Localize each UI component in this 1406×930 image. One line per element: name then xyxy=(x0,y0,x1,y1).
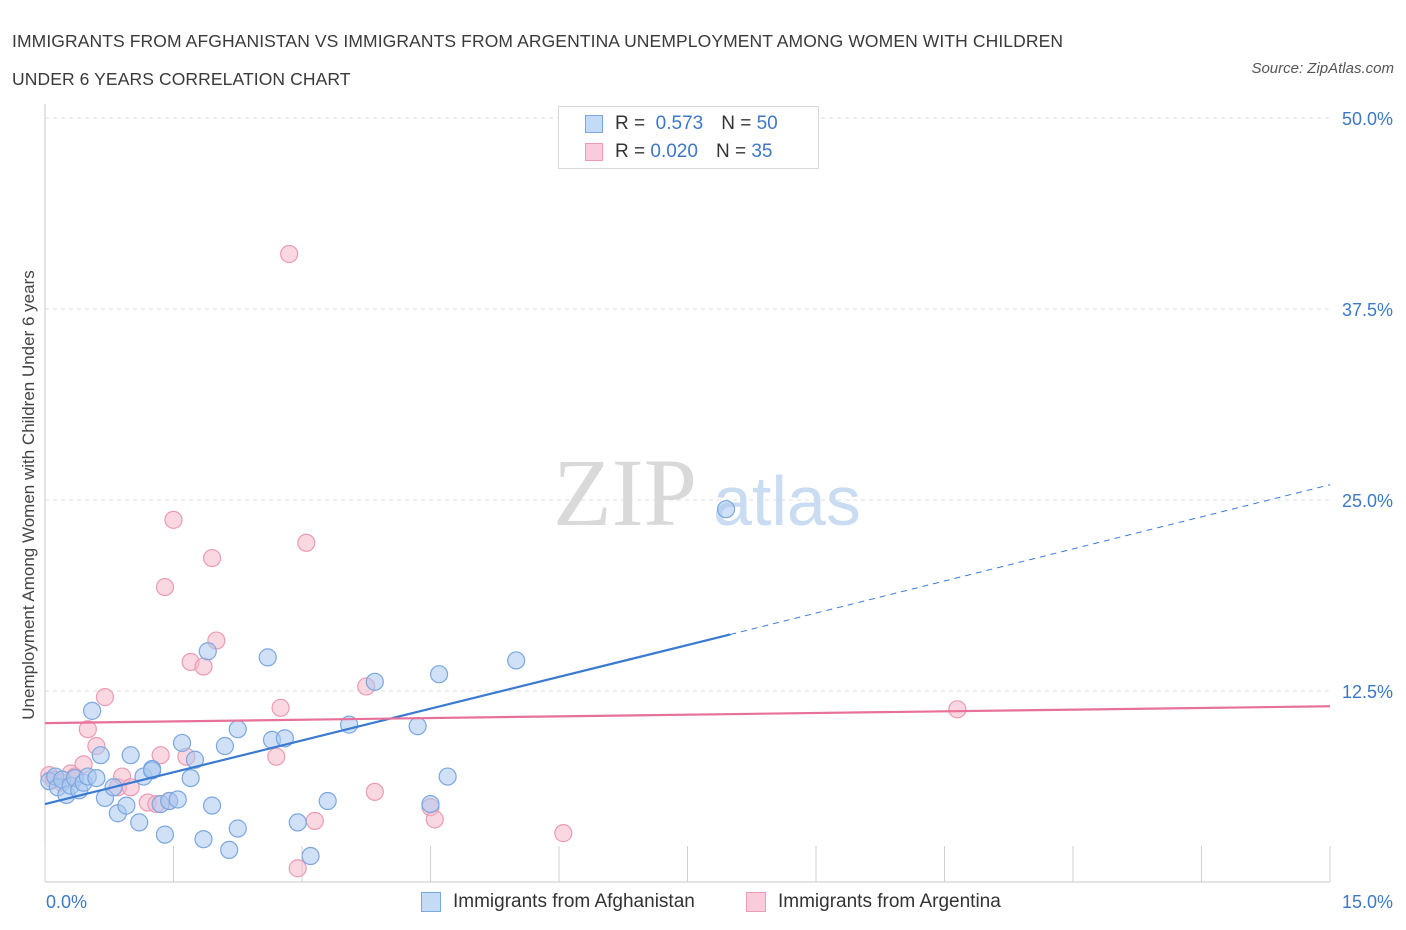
argentina-point xyxy=(95,688,115,707)
afghanistan-point xyxy=(288,813,307,832)
afghanistan-point xyxy=(142,761,162,780)
afghanistan-point xyxy=(185,750,205,769)
afghanistan-legend-label: Immigrants from Afghanistan xyxy=(453,891,695,912)
watermark-atlas: atlas xyxy=(713,462,861,540)
afghanistan-point xyxy=(168,790,187,809)
afghanistan-point xyxy=(198,642,217,661)
argentina-point xyxy=(554,824,573,843)
argentina-point xyxy=(280,244,299,264)
afghanistan-point xyxy=(228,720,247,739)
legend-row-afghanistan: R = 0.573 N = 50 xyxy=(585,111,778,137)
legend-row-argentina: R = 0.020 N = 35 xyxy=(585,139,772,165)
source-label: Source: ZipAtlas.com xyxy=(1251,60,1394,77)
argentina-point xyxy=(305,811,324,830)
afghanistan-point xyxy=(181,768,200,788)
argentina-point xyxy=(78,720,97,739)
argentina-point xyxy=(948,700,967,719)
argentina-legend-label: Immigrants from Argentina xyxy=(778,891,1001,912)
argentina-point xyxy=(271,698,290,717)
y-tick-label: 12.5% xyxy=(1342,682,1393,702)
legend-n-label: N = xyxy=(721,113,752,134)
argentina-point xyxy=(365,782,384,801)
chart-title: IMMIGRANTS FROM AFGHANISTAN VS IMMIGRANT… xyxy=(12,22,1192,98)
argentina-legend-swatch xyxy=(746,892,766,912)
afghanistan-point xyxy=(117,796,136,815)
afghanistan-legend-swatch xyxy=(421,892,441,912)
afghanistan-point xyxy=(220,840,239,860)
argentina-point xyxy=(297,533,316,552)
y-axis-label: Unemployment Among Women with Children U… xyxy=(19,270,38,719)
afghanistan-point xyxy=(83,701,102,720)
argentina-n-value: 35 xyxy=(751,141,773,162)
legend-r-label: R = xyxy=(615,141,646,162)
afghanistan-point xyxy=(215,736,234,756)
argentina-trend-line xyxy=(44,705,1331,725)
afghanistan-trend-extension xyxy=(730,484,1331,635)
afghanistan-n-value: 50 xyxy=(756,113,778,134)
afghanistan-point xyxy=(429,665,449,684)
afghanistan-point xyxy=(408,717,427,736)
y-tick-label: 37.5% xyxy=(1342,300,1393,320)
afghanistan-swatch xyxy=(585,115,603,133)
afghanistan-point xyxy=(438,767,457,786)
afghanistan-point xyxy=(121,746,140,765)
afghanistan-point xyxy=(318,791,337,811)
chart-title-line1: IMMIGRANTS FROM AFGHANISTAN VS IMMIGRANT… xyxy=(12,31,1064,51)
chart-title-line2: UNDER 6 YEARS CORRELATION CHART xyxy=(12,69,351,89)
bottom-legend-argentina[interactable]: Immigrants from Argentina xyxy=(746,888,1001,916)
argentina-r-value: 0.020 xyxy=(650,141,698,162)
argentina-point xyxy=(151,746,170,765)
afghanistan-point xyxy=(194,830,213,849)
argentina-swatch xyxy=(585,143,603,161)
argentina-point xyxy=(288,859,307,878)
bottom-legend-afghanistan[interactable]: Immigrants from Afghanistan xyxy=(421,888,695,916)
stats-legend: R = 0.573 N = 50 R = 0.020 N = 35 xyxy=(558,106,819,169)
argentina-point xyxy=(194,657,213,676)
afghanistan-point xyxy=(155,825,175,844)
x-tick-label: 0.0% xyxy=(46,892,87,912)
afghanistan-r-value: 0.573 xyxy=(655,113,704,134)
afghanistan-point xyxy=(365,672,384,691)
argentina-point xyxy=(164,510,183,529)
afghanistan-point xyxy=(301,846,320,866)
argentina-point xyxy=(425,810,444,829)
x-tick-label: 15.0% xyxy=(1342,892,1393,912)
afghanistan-point xyxy=(421,794,440,814)
argentina-point xyxy=(267,747,286,766)
afghanistan-point xyxy=(258,648,277,667)
afghanistan-point xyxy=(202,796,222,815)
afghanistan-point xyxy=(507,651,526,670)
y-tick-label: 50.0% xyxy=(1342,109,1393,129)
afghanistan-point xyxy=(228,819,247,838)
argentina-point xyxy=(202,548,222,568)
watermark-zip: ZIP xyxy=(553,439,697,546)
afghanistan-point xyxy=(87,768,106,788)
afghanistan-point xyxy=(716,500,736,519)
legend-r-label: R = xyxy=(615,113,646,134)
legend-n-label: N = xyxy=(715,141,747,162)
afghanistan-point xyxy=(91,746,110,765)
afghanistan-point xyxy=(130,813,149,832)
afghanistan-point xyxy=(172,733,192,753)
argentina-point xyxy=(155,577,175,597)
y-tick-label: 25.0% xyxy=(1342,491,1393,511)
